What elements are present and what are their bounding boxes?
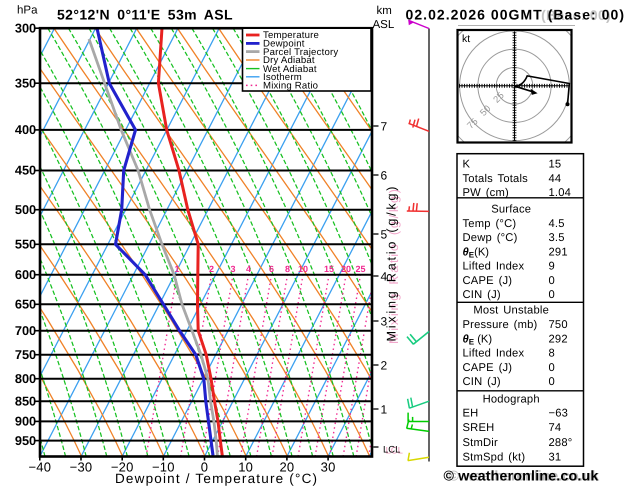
svg-text:Lifted Index: Lifted Index [463, 261, 525, 273]
svg-text:5: 5 [381, 227, 388, 241]
svg-text:θE(K): θE(K) [463, 246, 490, 259]
svg-text:52°12'N 0°11'E 53m ASL: 52°12'N 0°11'E 53m ASL [57, 7, 233, 23]
svg-text:950: 950 [15, 433, 36, 448]
svg-text:4: 4 [246, 264, 251, 274]
svg-text:2: 2 [381, 358, 388, 372]
svg-text:−30: −30 [70, 460, 93, 475]
svg-text:LCL: LCL [383, 445, 400, 456]
svg-text:0: 0 [549, 376, 555, 388]
svg-text:550: 550 [15, 237, 36, 252]
svg-text:0: 0 [201, 460, 208, 475]
svg-text:750: 750 [549, 319, 568, 331]
svg-text:−20: −20 [111, 460, 134, 475]
svg-text:CAPE (J): CAPE (J) [463, 275, 513, 287]
svg-text:15: 15 [324, 264, 334, 274]
svg-text:Pressure (mb): Pressure (mb) [463, 319, 538, 331]
svg-text:−40: −40 [28, 460, 51, 475]
svg-text:0: 0 [549, 275, 555, 287]
svg-text:CIN (J): CIN (J) [463, 289, 501, 301]
svg-text:4.5: 4.5 [549, 218, 565, 230]
svg-text:Parcel Trajectory: Parcel Trajectory [263, 47, 338, 58]
svg-text:SREH: SREH [463, 422, 495, 434]
svg-text:9: 9 [549, 261, 555, 273]
svg-text:hPa: hPa [17, 5, 38, 17]
svg-text:350: 350 [15, 75, 36, 90]
svg-text:3: 3 [381, 314, 388, 328]
svg-text:Mixing Ratio: Mixing Ratio [263, 81, 318, 92]
svg-text:km: km [377, 5, 392, 17]
svg-text:4: 4 [381, 269, 388, 283]
svg-text:292: 292 [549, 333, 568, 345]
svg-text:CIN (J): CIN (J) [463, 376, 501, 388]
svg-text:3.5: 3.5 [549, 232, 565, 244]
svg-text:288°: 288° [549, 437, 573, 449]
svg-text:Wet Adiabat: Wet Adiabat [263, 64, 317, 75]
svg-text:7: 7 [381, 119, 388, 133]
svg-text:θE (K): θE (K) [463, 333, 493, 346]
svg-text:CAPE (J): CAPE (J) [463, 362, 513, 374]
svg-text:Dewp (°C): Dewp (°C) [463, 232, 518, 244]
svg-text:44: 44 [549, 173, 562, 185]
svg-text:Mixing Ratio (g/kg): Mixing Ratio (g/kg) [387, 189, 401, 344]
svg-text:15: 15 [549, 159, 562, 171]
svg-text:−10: −10 [152, 460, 175, 475]
svg-text:291: 291 [549, 246, 568, 258]
svg-text:Temperature: Temperature [263, 30, 319, 41]
svg-text:31: 31 [549, 451, 562, 463]
svg-text:2: 2 [209, 264, 214, 274]
svg-text:Temp (°C): Temp (°C) [463, 218, 517, 230]
svg-text:StmSpd (kt): StmSpd (kt) [463, 451, 526, 463]
svg-text:Dewpoint / Temperature (°C): Dewpoint / Temperature (°C) [115, 471, 317, 486]
svg-text:600: 600 [15, 267, 36, 282]
svg-text:Isotherm: Isotherm [263, 72, 302, 83]
svg-text:20: 20 [341, 264, 351, 274]
svg-text:20: 20 [279, 460, 294, 475]
svg-text:800: 800 [15, 371, 36, 386]
svg-text:K: K [463, 159, 471, 171]
svg-text:0: 0 [549, 289, 555, 301]
svg-text:1: 1 [381, 402, 388, 416]
svg-text:02.02.2026 00GMT (Base: 00): 02.02.2026 00GMT (Base: 00) [406, 7, 625, 23]
svg-text:kt: kt [462, 33, 470, 45]
svg-text:Totals Totals: Totals Totals [463, 173, 529, 185]
svg-text:LCL: LCL [386, 446, 403, 457]
svg-text:25: 25 [355, 264, 365, 274]
svg-text:© weatheronline.co.uk: © weatheronline.co.uk [449, 468, 600, 484]
svg-text:Hodograph: Hodograph [483, 393, 540, 405]
svg-text:900: 900 [15, 414, 36, 429]
svg-text:0: 0 [549, 362, 555, 374]
svg-text:Surface: Surface [491, 204, 531, 216]
svg-text:750: 750 [15, 347, 36, 362]
svg-text:ASL: ASL [373, 19, 395, 31]
svg-text:8: 8 [549, 348, 555, 360]
svg-text:−63: −63 [549, 408, 569, 420]
svg-text:700: 700 [15, 323, 36, 338]
svg-text:Dewpoint: Dewpoint [263, 39, 305, 50]
svg-text:30: 30 [321, 460, 336, 475]
svg-text:1: 1 [174, 264, 179, 274]
svg-text:500: 500 [15, 202, 36, 217]
svg-text:Most Unstable: Most Unstable [473, 305, 549, 317]
svg-text:74: 74 [549, 422, 562, 434]
svg-text:3: 3 [230, 264, 235, 274]
svg-text:450: 450 [15, 163, 36, 178]
svg-text:850: 850 [15, 394, 36, 409]
svg-text:10: 10 [298, 264, 308, 274]
svg-text:650: 650 [15, 297, 36, 312]
svg-text:Dry Adiabat: Dry Adiabat [263, 55, 315, 66]
svg-text:10: 10 [238, 460, 253, 475]
svg-text:PW (cm): PW (cm) [463, 187, 509, 199]
svg-text:Mixing Ratio (g/kg): Mixing Ratio (g/kg) [385, 187, 399, 342]
svg-text:StmDir: StmDir [463, 437, 498, 449]
svg-text:6: 6 [381, 168, 388, 182]
svg-text:400: 400 [15, 122, 36, 137]
svg-text:Lifted Index: Lifted Index [463, 348, 525, 360]
svg-text:EH: EH [463, 408, 479, 420]
svg-text:8: 8 [285, 264, 290, 274]
svg-text:6: 6 [269, 264, 274, 274]
svg-text:© weatheronline.co.uk: © weatheronline.co.uk [444, 469, 599, 485]
svg-text:1.04: 1.04 [549, 187, 572, 199]
svg-text:(Base: 00): (Base: 00) [541, 7, 611, 23]
svg-text:300: 300 [15, 20, 36, 35]
